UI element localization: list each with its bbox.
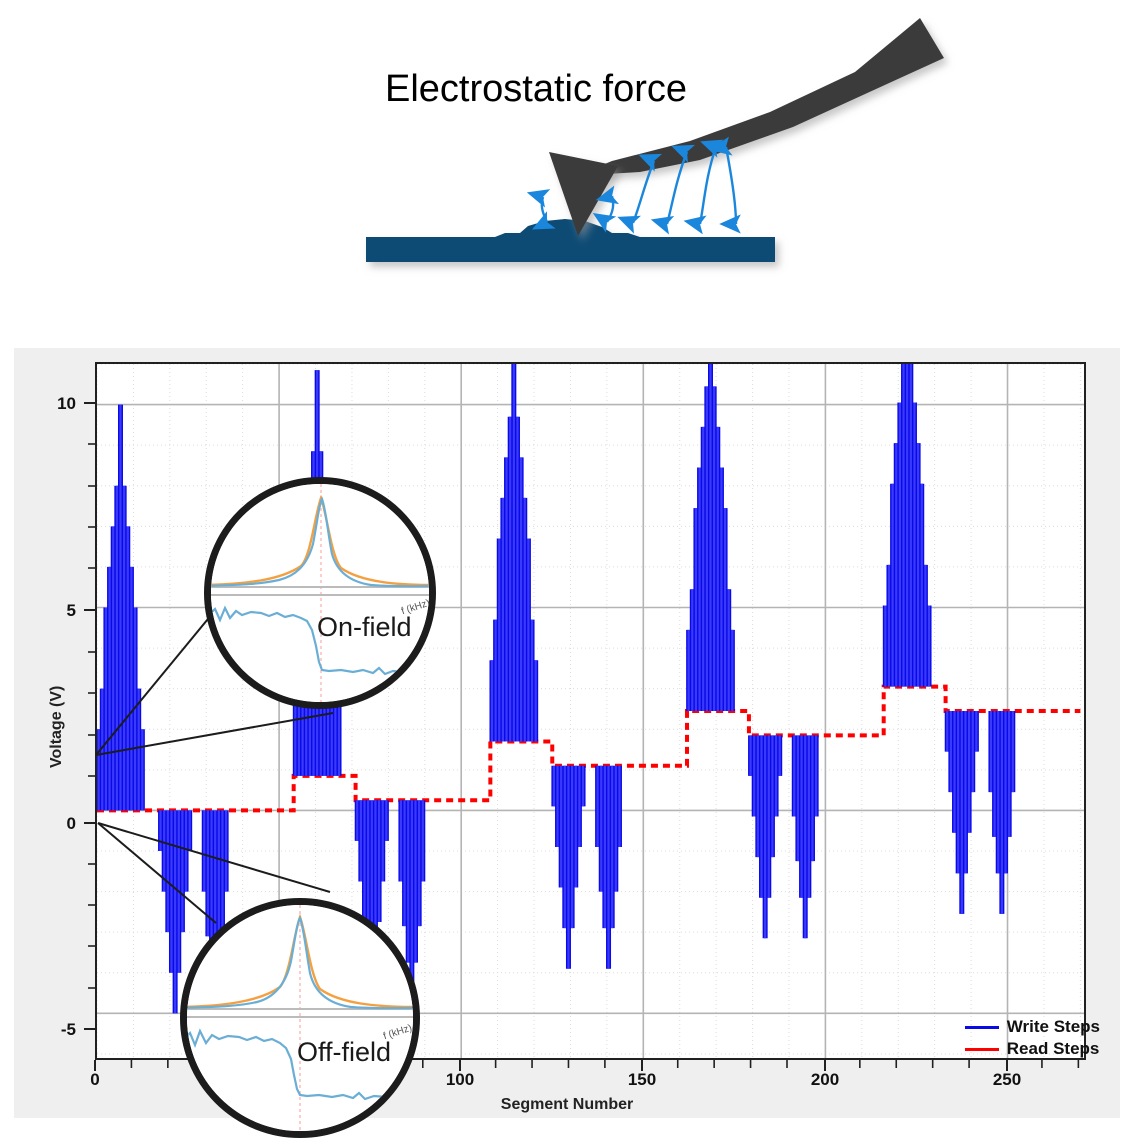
afm-schematic: Electrostatic force	[0, 0, 1134, 330]
callout-on-field: On-field f (kHz)	[204, 477, 436, 709]
legend-item-write: Write Steps	[964, 1016, 1100, 1038]
legend-swatch-read	[964, 1047, 999, 1051]
x-tick-250: 250	[992, 1070, 1022, 1089]
callout-off-field: Off-field f (kHz)	[180, 898, 420, 1138]
voltage-waveform-chart: Voltage (V) 10 5 0 -5 0 50 100 150 200 2…	[14, 348, 1120, 1118]
legend-item-read: Read Steps	[964, 1038, 1100, 1060]
x-tick-150: 150	[627, 1070, 657, 1089]
schematic-svg	[366, 18, 944, 262]
y-tick-5: 5	[66, 601, 76, 620]
y-axis-label: Voltage (V)	[48, 685, 65, 768]
afm-tip-icon	[549, 152, 618, 236]
x-tick-200: 200	[810, 1070, 840, 1089]
y-tick-10: 10	[57, 394, 76, 413]
y-tick-minus5: -5	[60, 1020, 76, 1039]
legend-label-read: Read Steps	[1006, 1039, 1100, 1058]
x-axis-label: Segment Number	[500, 1096, 634, 1113]
sample-surface-icon	[366, 219, 775, 262]
x-tick-100: 100	[445, 1070, 475, 1089]
off-field-inset-svg	[187, 905, 413, 1131]
legend-swatch-write	[964, 1025, 999, 1029]
chart-legend: Write Steps Read Steps	[961, 1014, 1104, 1062]
x-tick-0: 0	[90, 1070, 100, 1089]
y-tick-0: 0	[66, 814, 76, 833]
force-arrows-icon	[526, 136, 741, 235]
on-field-inset-svg	[211, 484, 429, 702]
schematic-title: Electrostatic force	[385, 68, 687, 110]
callout-label-off-field: Off-field	[297, 1037, 392, 1067]
callout-label-on-field: On-field	[317, 612, 412, 642]
legend-label-write: Write Steps	[1006, 1017, 1100, 1036]
cantilever-icon	[575, 18, 944, 176]
